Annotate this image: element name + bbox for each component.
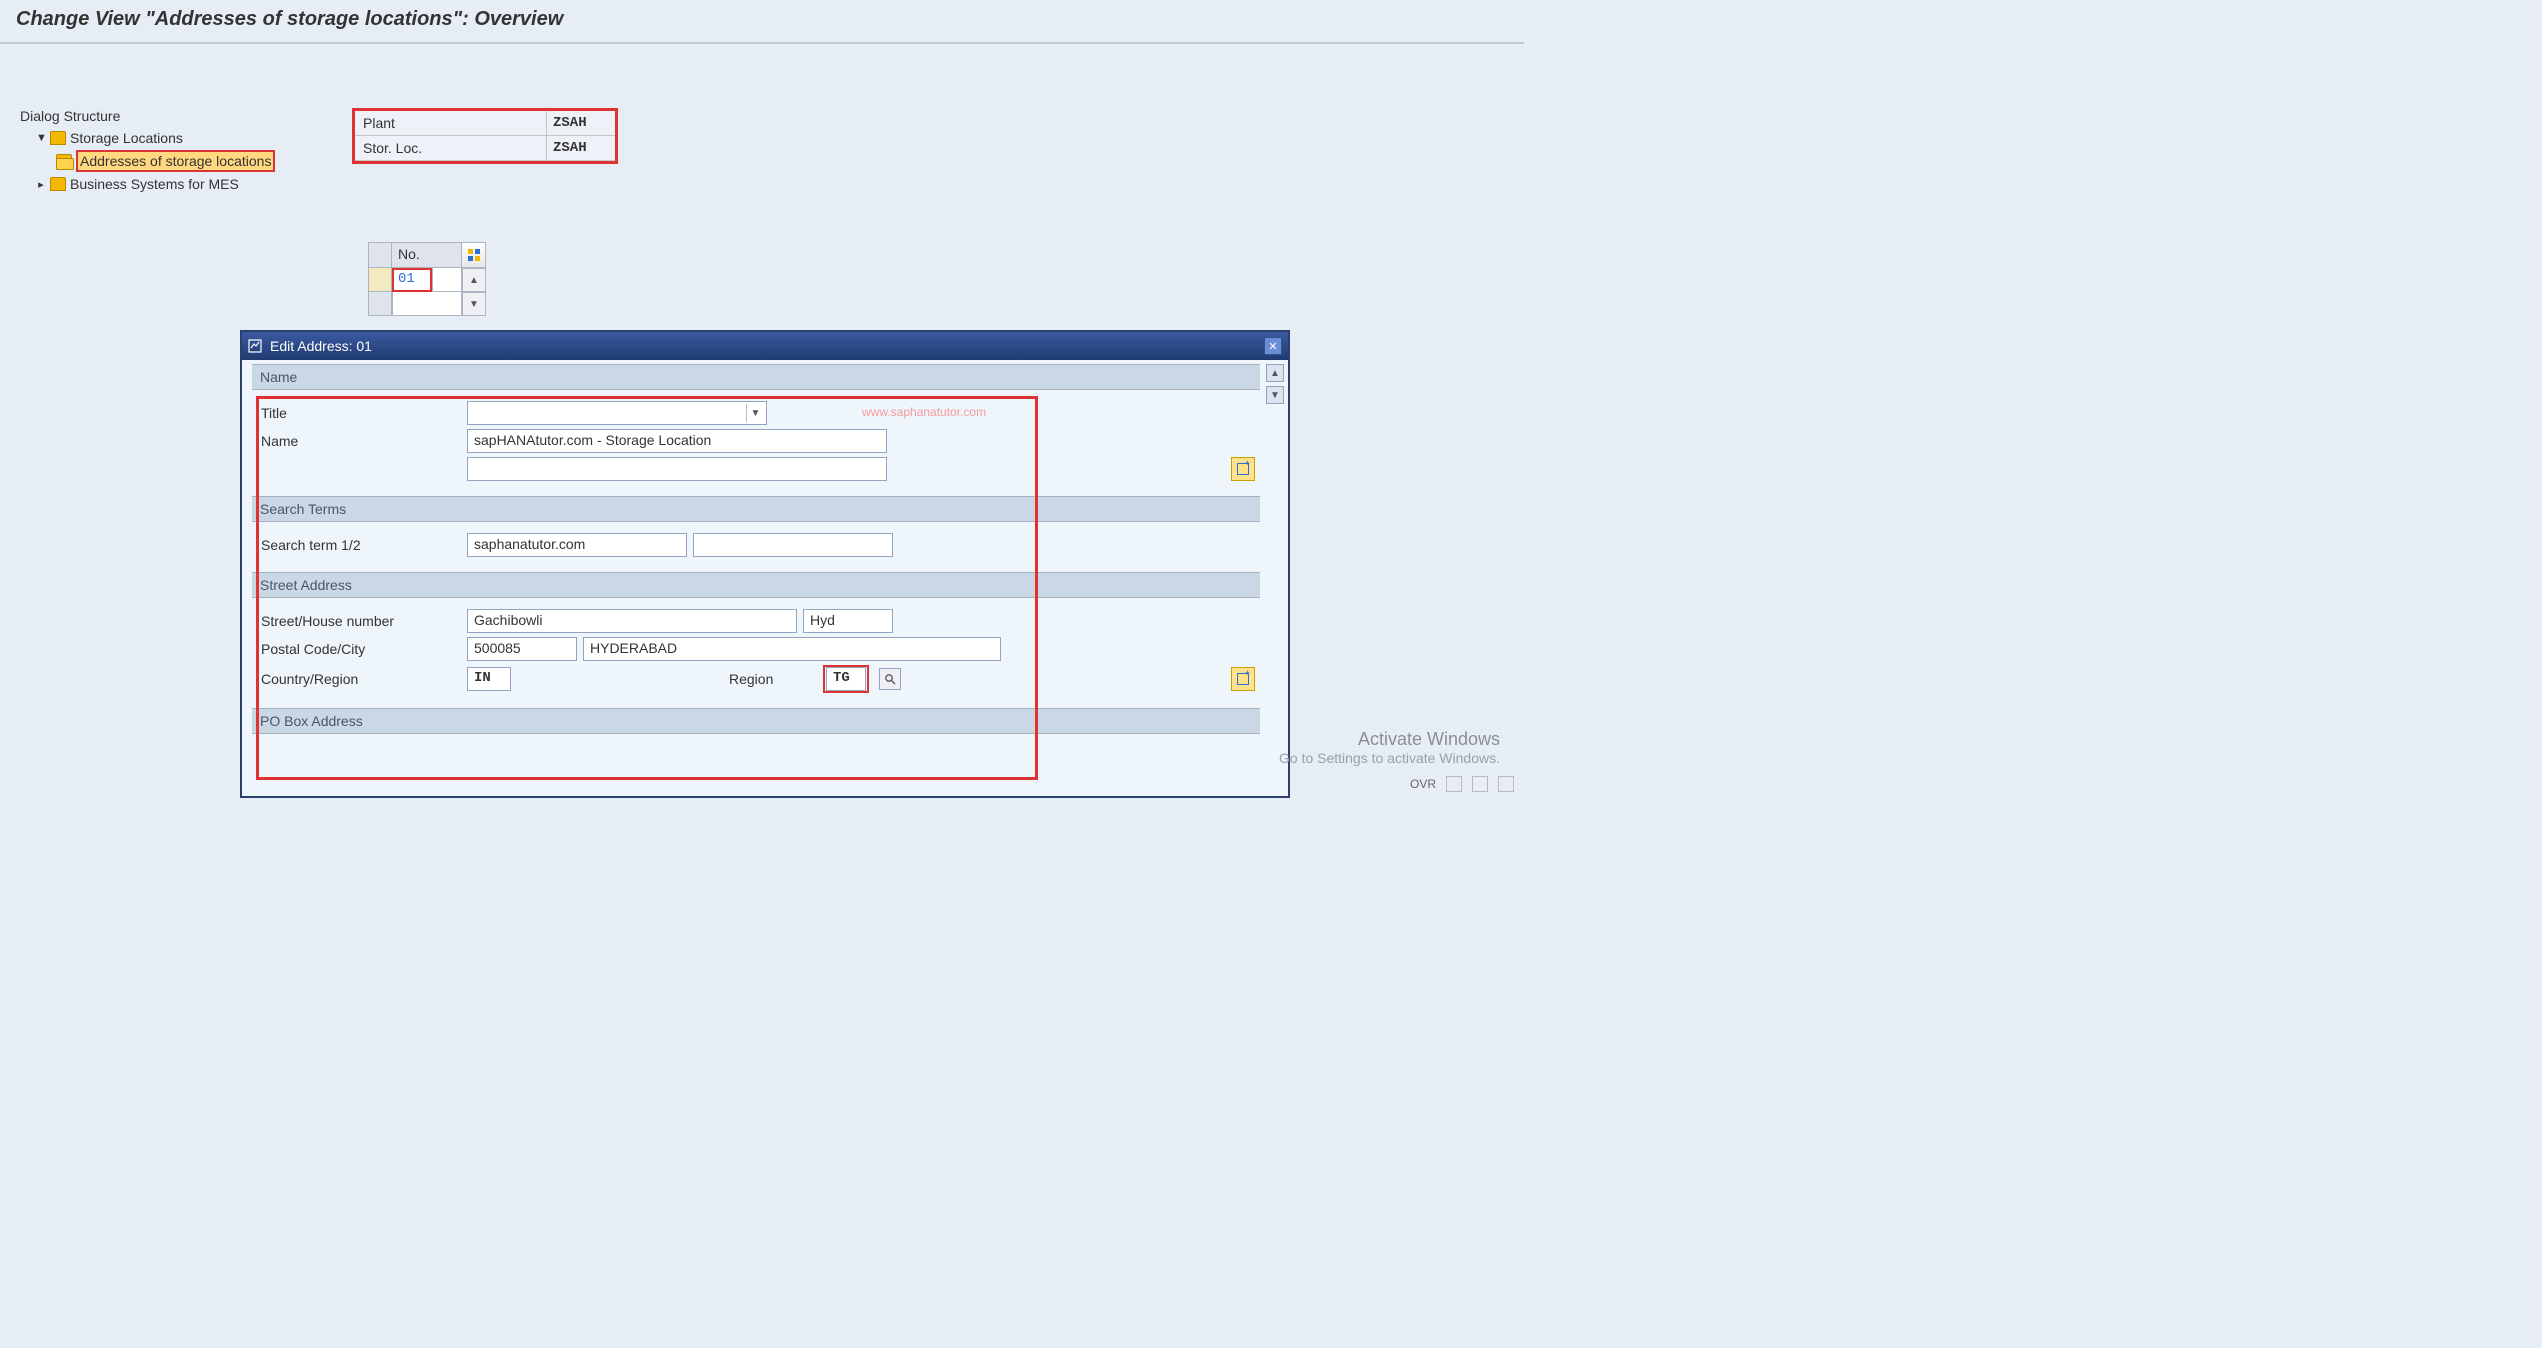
configure-icon — [468, 249, 480, 261]
plant-label: Plant — [355, 111, 547, 136]
chevron-down-icon: ▼ — [746, 404, 764, 422]
status-icon[interactable] — [1446, 776, 1462, 792]
dialog-titlebar[interactable]: Edit Address: 01 ✕ — [242, 332, 1288, 360]
grid-scroll-down[interactable]: ▼ — [462, 292, 486, 316]
search-icon — [884, 673, 896, 685]
activate-line1: Activate Windows — [1279, 729, 1500, 750]
dialog-scroll-up[interactable]: ▲ — [1266, 364, 1284, 382]
dialog-title: Edit Address: 01 — [270, 338, 1256, 354]
name-label: Name — [261, 433, 461, 449]
folder-icon — [50, 177, 66, 191]
region-search-help[interactable] — [879, 668, 901, 690]
group-body-search: Search term 1/2 saphanatutor.com — [252, 522, 1260, 568]
dialog-close-button[interactable]: ✕ — [1264, 337, 1282, 355]
activate-windows-watermark: Activate Windows Go to Settings to activ… — [1279, 729, 1500, 766]
status-bar: OVR — [1410, 776, 1514, 792]
tree-node-addresses[interactable]: Addresses of storage locations — [20, 148, 340, 174]
grid-col-header-no[interactable]: No. — [392, 242, 462, 268]
grid-cell-empty — [392, 292, 462, 316]
tree-node-mes[interactable]: ▸ Business Systems for MES — [20, 174, 340, 194]
expand-icon — [1237, 463, 1249, 475]
expand-icon — [1237, 673, 1249, 685]
tree-node-label: Business Systems for MES — [70, 176, 239, 192]
status-icon[interactable] — [1472, 776, 1488, 792]
grid-select-all[interactable] — [368, 242, 392, 268]
header-key-fields: Plant ZSAH Stor. Loc. ZSAH — [352, 108, 618, 164]
dialog-icon — [248, 339, 262, 353]
country-input[interactable]: IN — [467, 667, 511, 691]
region-label: Region — [729, 671, 817, 687]
status-ovr: OVR — [1410, 777, 1436, 791]
tree-node-storage-locations[interactable]: ▼ Storage Locations — [20, 128, 340, 148]
country-label: Country/Region — [261, 671, 461, 687]
tree-collapse-icon[interactable]: ▸ — [36, 178, 46, 191]
folder-icon — [50, 131, 66, 145]
plant-value: ZSAH — [547, 111, 615, 136]
tree-node-label: Addresses of storage locations — [76, 150, 275, 172]
tree-node-label: Storage Locations — [70, 130, 183, 146]
name2-input[interactable] — [467, 457, 887, 481]
house-number-input[interactable]: Hyd — [803, 609, 893, 633]
group-header-pobox: PO Box Address — [252, 708, 1260, 734]
region-input[interactable]: TG — [826, 667, 866, 691]
street-label: Street/House number — [261, 613, 461, 629]
page-title: Change View "Addresses of storage locati… — [16, 8, 1508, 31]
page-title-bar: Change View "Addresses of storage locati… — [0, 0, 1524, 44]
dialog-structure-tree: Dialog Structure ▼ Storage Locations Add… — [20, 108, 340, 194]
address-grid: No. 01 ▲ ▼ — [368, 242, 486, 316]
group-header-name: Name — [252, 364, 1260, 390]
expand-street-button[interactable] — [1231, 667, 1255, 691]
city-input[interactable]: HYDERABAD — [583, 637, 1001, 661]
status-icon[interactable] — [1498, 776, 1514, 792]
group-body-street: Street/House number Gachibowli Hyd Posta… — [252, 598, 1260, 704]
edit-address-dialog: Edit Address: 01 ✕ ▲ ▼ www.saphanatutor.… — [240, 330, 1290, 798]
grid-row-selector[interactable] — [368, 292, 392, 316]
grid-cell-no[interactable]: 01 — [392, 268, 432, 292]
expand-name-button[interactable] — [1231, 457, 1255, 481]
dialog-body: ▲ ▼ www.saphanatutor.com Name Title ▼ Na… — [242, 360, 1288, 796]
street-input[interactable]: Gachibowli — [467, 609, 797, 633]
search-term-label: Search term 1/2 — [261, 537, 461, 553]
group-header-street: Street Address — [252, 572, 1260, 598]
grid-row-selector[interactable] — [368, 268, 392, 292]
dialog-scroll-down[interactable]: ▼ — [1266, 386, 1284, 404]
search-term1-input[interactable]: saphanatutor.com — [467, 533, 687, 557]
grid-scroll-up[interactable]: ▲ — [462, 268, 486, 292]
group-header-search: Search Terms — [252, 496, 1260, 522]
tree-expand-icon[interactable]: ▼ — [36, 132, 46, 144]
name-input[interactable]: sapHANAtutor.com - Storage Location — [467, 429, 887, 453]
activate-line2: Go to Settings to activate Windows. — [1279, 750, 1500, 766]
search-term2-input[interactable] — [693, 533, 893, 557]
grid-cell-blank — [432, 268, 462, 292]
tree-heading: Dialog Structure — [20, 108, 340, 124]
title-label: Title — [261, 405, 461, 421]
grid-configure-button[interactable] — [462, 242, 486, 268]
folder-open-icon — [56, 154, 72, 168]
group-body-name: Title ▼ Name sapHANAtutor.com - Storage … — [252, 390, 1260, 492]
postal-label: Postal Code/City — [261, 641, 461, 657]
storage-location-value: ZSAH — [547, 136, 615, 161]
title-select[interactable]: ▼ — [467, 401, 767, 425]
postal-code-input[interactable]: 500085 — [467, 637, 577, 661]
storage-location-label: Stor. Loc. — [355, 136, 547, 161]
